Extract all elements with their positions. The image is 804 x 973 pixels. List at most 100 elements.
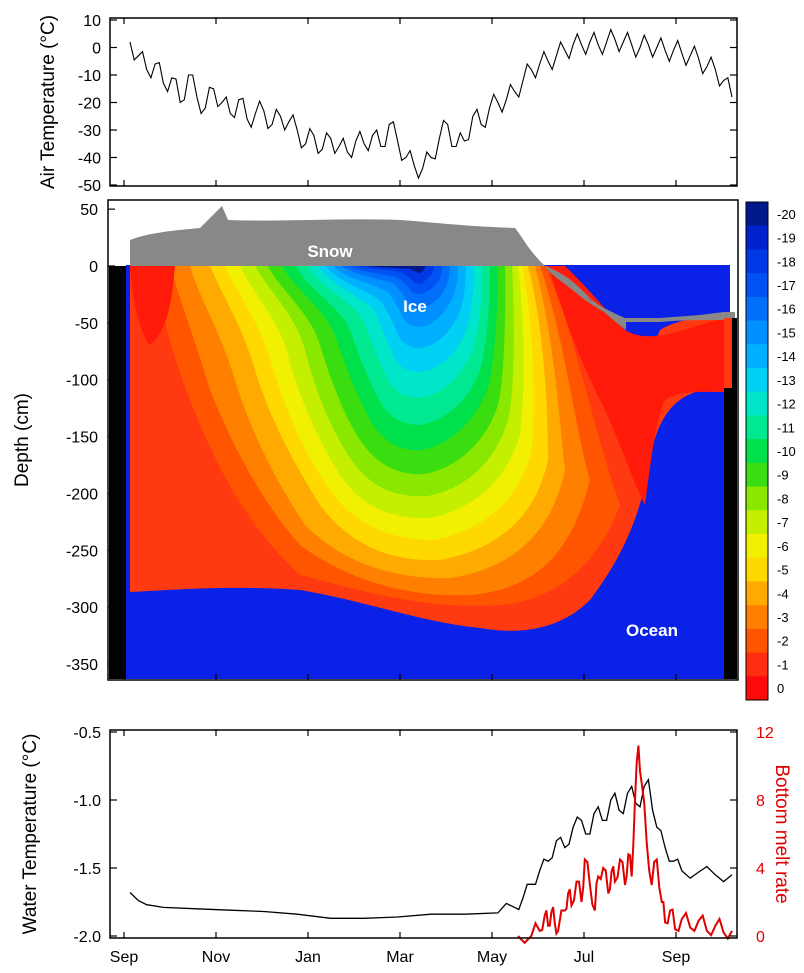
right-edge-ice [724,318,732,388]
depth-axes: 50 0 -50 -100 -150 -200 -250 -300 -350 [66,202,677,680]
ocean-label: Ocean [626,621,678,640]
water-temperature-frame [109,729,738,939]
colorbar-swatch [746,462,768,488]
early-warm-patch [130,266,175,345]
bottom-melt-rate-line [517,745,733,945]
snow-melt-edge [545,266,626,330]
colorbar-swatch [746,557,768,582]
water-temperature-plot-area [129,745,733,945]
month-tick-label: Sep [110,949,139,966]
colorbar-label: -3 [777,610,789,625]
colorbar-label: 0 [777,681,784,696]
month-tick-label: Mar [386,949,414,966]
colorbar-label: -19 [777,231,796,246]
water-temperature-panel: -0.5 -1.0 -1.5 -2.0 12 8 4 0 Sep Nov Jan Mar May Jul S… [20,725,792,966]
air-temperature-plot-area [129,28,733,180]
depth-ytick-label: -300 [66,600,98,617]
water-temperature-ylabel: Water Temperature (°C) [20,734,41,935]
melt-rate-ytick-label: 8 [756,793,765,810]
air-temp-ytick-label: -20 [78,96,101,113]
air-temperature-panel: 10 0 -10 -20 -30 -40 -50 Air Temperature (°C) [38,13,738,195]
right-black-edge [724,318,737,679]
colorbar-label: -13 [777,373,796,388]
colorbar-label: -4 [777,586,789,601]
colorbar-label: -17 [777,278,796,293]
colorbar-swatch [746,225,768,250]
left-black-edge [109,266,126,679]
depth-contour-plot [108,200,738,680]
colorbar-swatch [746,605,768,630]
air-temperature-ylabel: Air Temperature (°C) [38,15,59,189]
water-temp-ytick-label: -1.0 [73,793,101,810]
colorbar-swatch [746,391,768,416]
air-temp-ytick-label: 0 [92,41,101,58]
colorbar-swatch [746,581,768,606]
colorbar-swatch [746,368,768,393]
month-tick-label: Jul [574,949,594,966]
depth-ytick-label: 50 [80,202,98,219]
colorbar-label: -2 [777,634,789,649]
depth-ylabel: Depth (cm) [12,393,33,487]
air-temperature-line [129,28,733,180]
depth-ytick-label: -150 [66,430,98,447]
colorbar-swatch [746,676,768,701]
melt-region [548,266,724,505]
colorbar-swatch [746,439,768,464]
colorbar-label: -7 [777,515,789,530]
colorbar-label: -18 [777,254,796,269]
colorbar-label: -1 [777,657,789,672]
colorbar-swatch [746,652,768,677]
colorbar-swatch [746,628,768,654]
depth-ytick-label: -350 [66,657,98,674]
colorbar-label: -11 [777,420,795,435]
colorbar-swatch [746,320,768,345]
isotherm-band [368,266,426,273]
colorbar-label: -5 [777,563,789,578]
colorbar-swatch [746,534,768,559]
colorbar-swatch [746,249,768,274]
melt-rate-ytick-label: 4 [756,861,765,878]
colorbar-label: -9 [777,468,789,483]
melt-rate-ytick-label: 12 [756,725,774,742]
month-tick-label: Sep [662,949,691,966]
depth-ytick-label: -200 [66,486,98,503]
water-temp-ytick-label: -2.0 [73,929,101,946]
air-temperature-axes: 10 0 -10 -20 -30 -40 -50 [78,13,737,195]
colorbar-label: -12 [777,397,796,412]
depth-panel: 50 0 -50 -100 -150 -200 -250 -300 -350 Depth (cm… [12,199,796,701]
month-tick-label: May [477,949,507,966]
bottom-melt-rate-ylabel: Bottom melt rate [771,764,792,903]
air-temp-ytick-label: -10 [78,68,101,85]
colorbar-frame [745,201,769,701]
depth-ytick-label: -100 [66,373,98,390]
colorbar-swatch [746,296,768,322]
air-temp-ytick-label: 10 [83,13,101,30]
colorbar-label: -14 [777,349,796,364]
air-temp-ytick-label: -40 [78,151,101,168]
air-temp-ytick-label: -50 [78,178,101,195]
water-temp-ytick-label: -0.5 [73,725,101,742]
colorbar-label: -8 [777,491,789,506]
colorbar-swatch [746,344,768,369]
colorbar-label: -15 [777,325,796,340]
colorbar-label: -6 [777,539,789,554]
depth-frame [107,199,739,681]
air-temperature-frame [109,17,738,187]
colorbar-label: -20 [777,207,796,222]
water-temperature-axes: -0.5 -1.0 -1.5 -2.0 12 8 4 0 Sep Nov Jan Mar May Jul S… [73,725,773,966]
month-tick-label: Jan [295,949,321,966]
colorbar-swatch [746,415,768,440]
colorbar-label: -10 [777,444,796,459]
depth-ytick-label: -50 [75,316,98,333]
colorbar-swatch [746,510,768,535]
depth-ytick-label: -250 [66,543,98,560]
colorbar-swatch [746,486,768,511]
colorbar-swatch [746,202,768,227]
colorbar-swatch [746,273,768,298]
water-temp-ytick-label: -1.5 [73,861,101,878]
air-temp-ytick-label: -30 [78,123,101,140]
water-temperature-line [129,777,733,919]
snow-label: Snow [307,242,353,261]
melt-rate-ytick-label: 0 [756,929,765,946]
